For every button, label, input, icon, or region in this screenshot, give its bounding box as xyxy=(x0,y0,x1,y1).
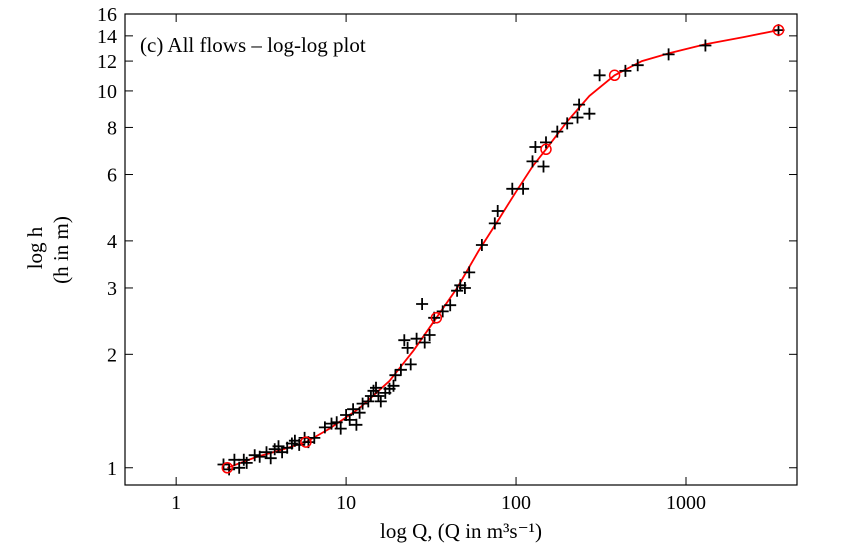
y-tick-label: 3 xyxy=(107,278,117,300)
y-tick-label: 10 xyxy=(97,81,117,103)
data-point xyxy=(551,125,564,138)
highlight-point xyxy=(300,436,312,448)
data-point xyxy=(517,182,530,195)
fit-curve xyxy=(226,29,779,469)
x-tick-label: 100 xyxy=(501,492,531,514)
highlight-point xyxy=(430,312,443,324)
y-tick-label: 4 xyxy=(107,231,117,253)
data-point xyxy=(571,111,584,124)
data-point xyxy=(488,217,501,230)
data-point xyxy=(362,395,375,408)
data-point xyxy=(372,390,385,402)
data-point xyxy=(223,463,236,476)
data-point xyxy=(619,64,632,77)
chart-title: (c) All flows – log-log plot xyxy=(140,33,366,57)
data-point xyxy=(356,397,369,410)
data-point xyxy=(416,298,429,310)
data-point xyxy=(540,136,552,149)
data-point xyxy=(662,48,675,61)
data-point xyxy=(325,417,338,430)
highlight-point xyxy=(221,462,234,474)
data-point xyxy=(248,449,261,462)
data-point xyxy=(506,182,519,195)
data-point xyxy=(233,461,246,474)
data-point xyxy=(285,437,298,450)
highlight-point xyxy=(608,69,621,82)
data-point xyxy=(353,406,366,419)
data-point xyxy=(444,299,457,312)
data-point xyxy=(458,282,471,294)
data-point xyxy=(334,422,347,435)
data-point xyxy=(240,456,253,469)
y-tick-label: 2 xyxy=(107,344,117,366)
data-point xyxy=(308,431,321,444)
data-point xyxy=(347,403,360,416)
x-tick-label: 10 xyxy=(336,492,356,514)
data-point xyxy=(423,329,436,341)
data-point xyxy=(583,107,596,120)
y-tick-label: 6 xyxy=(107,165,117,187)
plot-frame xyxy=(124,13,798,486)
data-point xyxy=(772,24,785,37)
y-tick-label: 12 xyxy=(97,51,117,73)
data-point xyxy=(350,418,363,431)
highlight-point xyxy=(772,24,785,36)
y-axis-label-line1: log h xyxy=(23,226,47,269)
data-point xyxy=(387,379,400,392)
data-point xyxy=(389,369,402,382)
x-tick-label: 1000 xyxy=(666,492,706,514)
fit-curve-layer xyxy=(226,29,779,469)
data-point xyxy=(418,336,431,349)
data-point xyxy=(343,413,356,426)
highlight-point xyxy=(540,143,552,156)
data-point xyxy=(398,334,411,347)
y-tick-label: 8 xyxy=(107,117,117,139)
data-point xyxy=(410,332,423,345)
data-point xyxy=(699,39,712,52)
data-point xyxy=(529,141,542,153)
data-point xyxy=(401,341,414,354)
data-point xyxy=(330,416,343,429)
data-point xyxy=(463,266,476,279)
data-point xyxy=(370,381,382,394)
x-tick-label: 1 xyxy=(171,492,181,514)
data-point xyxy=(475,239,488,251)
data-point xyxy=(537,160,550,173)
data-point xyxy=(573,98,586,111)
x-axis-label: log Q, (Q in m³s⁻¹) xyxy=(380,519,542,543)
data-point xyxy=(253,450,266,463)
data-point xyxy=(318,421,331,434)
data-point xyxy=(264,452,277,465)
highlight-circles-layer xyxy=(221,24,785,474)
y-tick-label: 16 xyxy=(97,4,117,26)
data-point xyxy=(293,438,306,451)
data-point xyxy=(593,69,606,82)
data-point xyxy=(491,205,504,217)
y-axis-label-line2: (h in m) xyxy=(49,216,73,284)
data-point xyxy=(404,358,417,371)
y-tick-label: 1 xyxy=(107,458,117,480)
y-tick-label: 14 xyxy=(97,26,117,48)
data-point xyxy=(436,305,449,318)
data-points-layer xyxy=(217,24,785,476)
data-point xyxy=(374,395,387,408)
data-point xyxy=(631,59,644,72)
data-point xyxy=(394,363,407,376)
data-point xyxy=(561,117,574,130)
data-point xyxy=(526,155,539,168)
